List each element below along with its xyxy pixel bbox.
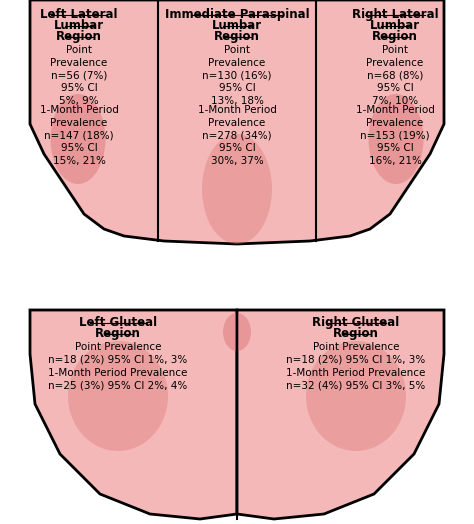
Text: Region: Region <box>333 327 379 340</box>
Text: Point
Prevalence
n=56 (7%)
95% CI
5%, 9%: Point Prevalence n=56 (7%) 95% CI 5%, 9% <box>50 45 108 106</box>
Text: Left Lateral: Left Lateral <box>40 8 118 21</box>
Text: Point Prevalence
n=18 (2%) 95% CI 1%, 3%: Point Prevalence n=18 (2%) 95% CI 1%, 3% <box>48 342 188 365</box>
Ellipse shape <box>223 313 251 351</box>
Text: 1-Month Period Prevalence
n=32 (4%) 95% CI 3%, 5%: 1-Month Period Prevalence n=32 (4%) 95% … <box>286 368 426 391</box>
Ellipse shape <box>68 341 168 451</box>
Text: Right Gluteal: Right Gluteal <box>312 316 400 329</box>
Text: Region: Region <box>214 30 260 43</box>
Text: 1-Month Period
Prevalence
n=278 (34%)
95% CI
30%, 37%: 1-Month Period Prevalence n=278 (34%) 95… <box>198 105 276 166</box>
Text: Point
Prevalence
n=130 (16%)
95% CI
13%, 18%: Point Prevalence n=130 (16%) 95% CI 13%,… <box>202 45 272 106</box>
Ellipse shape <box>51 94 106 184</box>
Polygon shape <box>30 310 237 519</box>
Text: Point Prevalence
n=18 (2%) 95% CI 1%, 3%: Point Prevalence n=18 (2%) 95% CI 1%, 3% <box>286 342 426 365</box>
Text: 1-Month Period Prevalence
n=25 (3%) 95% CI 2%, 4%: 1-Month Period Prevalence n=25 (3%) 95% … <box>48 368 188 391</box>
Ellipse shape <box>202 134 272 244</box>
Text: Point
Prevalence
n=68 (8%)
95% CI
7%, 10%: Point Prevalence n=68 (8%) 95% CI 7%, 10… <box>366 45 424 106</box>
Text: Immediate Paraspinal: Immediate Paraspinal <box>164 8 310 21</box>
Text: Lumbar: Lumbar <box>212 19 262 32</box>
Text: Region: Region <box>95 327 141 340</box>
Polygon shape <box>30 0 444 244</box>
Text: Lumbar: Lumbar <box>370 19 420 32</box>
Text: 1-Month Period
Prevalence
n=147 (18%)
95% CI
15%, 21%: 1-Month Period Prevalence n=147 (18%) 95… <box>39 105 118 166</box>
Text: 1-Month Period
Prevalence
n=153 (19%)
95% CI
16%, 21%: 1-Month Period Prevalence n=153 (19%) 95… <box>356 105 435 166</box>
Text: Region: Region <box>56 30 102 43</box>
Text: Region: Region <box>372 30 418 43</box>
Text: Right Lateral: Right Lateral <box>352 8 438 21</box>
Polygon shape <box>237 310 444 519</box>
Text: Left Gluteal: Left Gluteal <box>79 316 157 329</box>
Ellipse shape <box>306 341 406 451</box>
Text: Lumbar: Lumbar <box>54 19 104 32</box>
Ellipse shape <box>368 94 423 184</box>
